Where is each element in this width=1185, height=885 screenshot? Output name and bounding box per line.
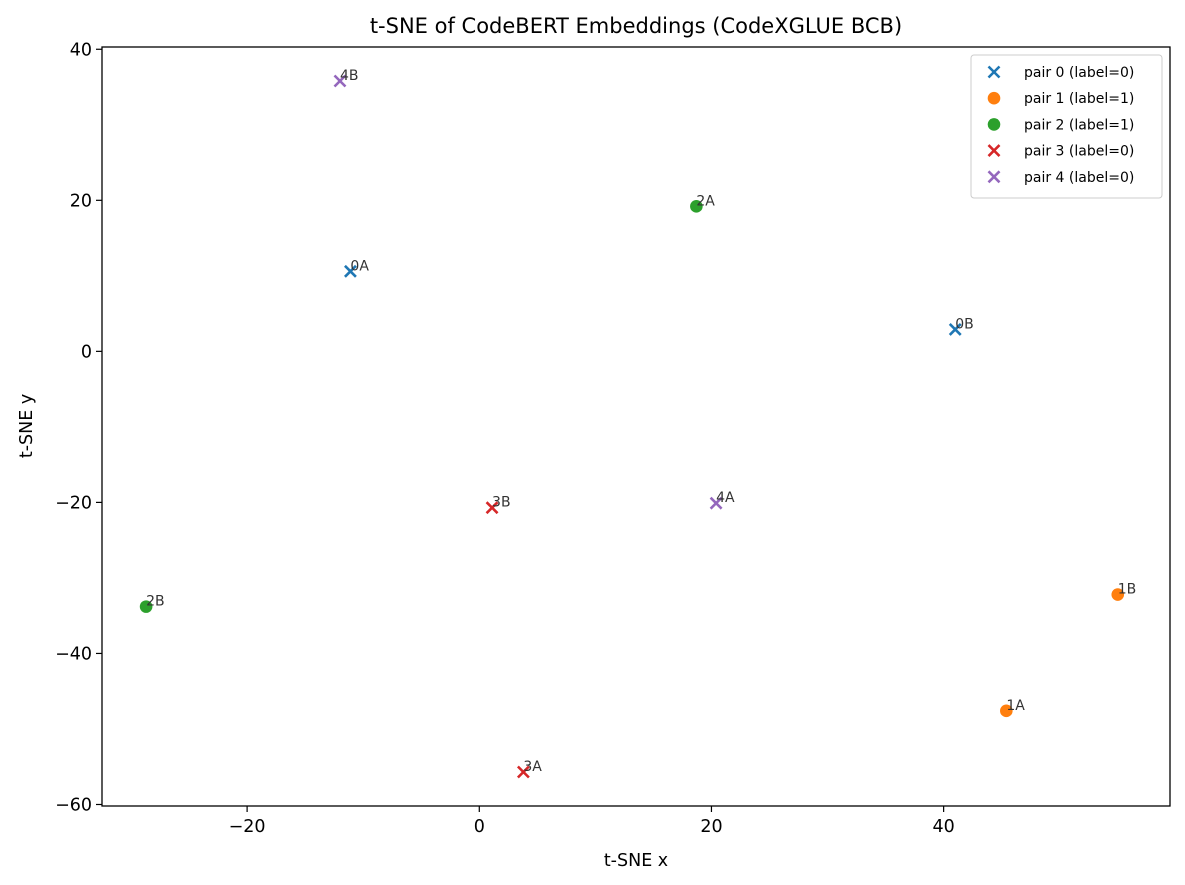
- legend-label: pair 1 (label=1): [1024, 91, 1134, 107]
- legend: pair 0 (label=0) pair 1 (label=1) pair 2 (…: [970, 54, 1163, 199]
- point-label: 0B: [955, 316, 974, 332]
- point-label: 3B: [492, 495, 511, 511]
- legend-label: pair 2 (label=1): [1024, 117, 1134, 133]
- legend-marker: [987, 91, 1001, 105]
- data-point-3b: [485, 501, 499, 515]
- data-point-1a: [1000, 704, 1013, 718]
- point-label: 4B: [340, 68, 359, 84]
- data-point-2a: [690, 200, 703, 213]
- legend-label: pair 4 (label=0): [1024, 170, 1134, 186]
- x-tick-label: 40: [932, 817, 954, 837]
- data-point-3a: [516, 765, 530, 779]
- y-tick-label: −20: [55, 493, 92, 513]
- legend-frame: [970, 54, 1163, 199]
- y-axis-label: t-SNE y: [17, 394, 37, 458]
- x-tick-label: 0: [474, 817, 485, 837]
- chart-title: t-SNE of CodeBERT Embeddings (CodeXGLUE …: [370, 14, 902, 38]
- data-point-0a: [344, 264, 357, 278]
- x-axis-label: t-SNE x: [604, 851, 668, 871]
- point-label: 4A: [716, 490, 735, 506]
- data-point-4b: [333, 74, 347, 88]
- point-label: 3A: [523, 759, 542, 775]
- legend-marker: [987, 170, 1001, 184]
- point-label: 2B: [146, 594, 165, 610]
- data-point-0b: [948, 323, 962, 336]
- y-tick-label: 20: [70, 191, 92, 211]
- y-tick-label: 0: [81, 342, 92, 362]
- legend-label: pair 3 (label=0): [1024, 144, 1134, 160]
- point-label: 1B: [1118, 582, 1137, 598]
- x-tick-label: −20: [229, 817, 266, 837]
- point-label: 1A: [1006, 698, 1025, 714]
- y-tick-label: −60: [55, 795, 92, 815]
- x-tick-label: 20: [700, 817, 722, 837]
- legend-marker: [987, 118, 1001, 131]
- data-point-1b: [1111, 588, 1125, 601]
- point-label: 2A: [696, 193, 715, 209]
- y-tick-label: −40: [55, 644, 92, 664]
- plot-area: [101, 46, 1171, 807]
- point-label: 0A: [350, 258, 369, 274]
- legend-marker: [987, 144, 1001, 158]
- legend-label: pair 0 (label=0): [1024, 65, 1134, 81]
- y-tick-label: 40: [70, 40, 92, 60]
- data-point-2b: [139, 600, 153, 613]
- legend-marker: [987, 65, 1001, 79]
- data-point-4a: [709, 496, 723, 510]
